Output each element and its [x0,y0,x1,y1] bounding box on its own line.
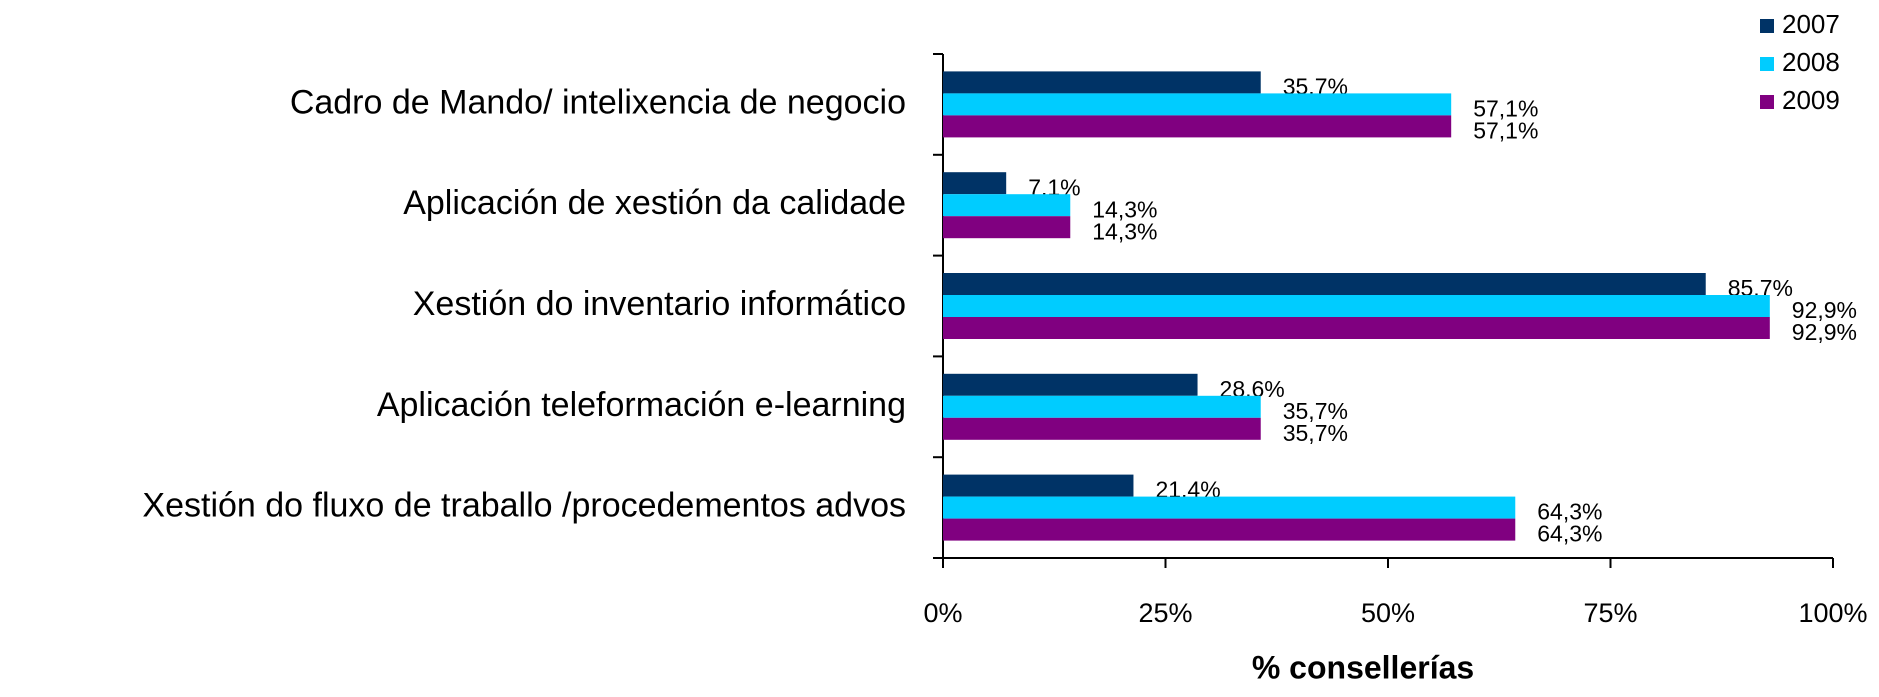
legend-label: 2009 [1782,85,1840,115]
bar [943,194,1071,217]
bar [943,474,1134,497]
bar [943,295,1770,317]
data-label: 92,9% [1792,319,1857,345]
x-tick-label: 50% [1361,598,1415,628]
data-label: 64,3% [1537,499,1602,525]
data-label: 57,1% [1473,95,1538,121]
x-tick-label: 0% [923,598,962,628]
y-tick-label: Xestión do fluxo de traballo /procedemen… [142,487,906,525]
bar [943,216,1071,239]
y-tick-label: Xestión do inventario informático [413,285,906,323]
data-label: 64,3% [1537,521,1602,547]
x-tick-label: 75% [1583,598,1637,628]
data-label: 14,3% [1092,196,1157,222]
bar [943,518,1516,541]
bar [943,395,1261,418]
legend-label: 2007 [1782,9,1840,39]
data-label: 35,7% [1283,420,1348,446]
data-label: 14,3% [1092,218,1157,244]
legend-swatch [1760,19,1774,33]
bar [943,93,1452,116]
data-label: 35,7% [1283,398,1348,424]
y-tick-label: Cadro de Mando/ intelixencia de negocio [290,83,906,121]
legend-swatch [1760,95,1774,109]
legend-label: 2008 [1782,47,1840,77]
bar [943,71,1261,94]
x-tick-label: 25% [1138,598,1192,628]
legend-swatch [1760,57,1774,71]
bar [943,273,1706,295]
bar [943,172,1007,195]
data-label: 57,1% [1473,117,1538,143]
bar [943,115,1452,138]
bar [943,373,1198,396]
y-tick-label: Aplicación teleformación e-learning [377,386,906,424]
x-axis-title: % consellerías [1252,649,1474,685]
y-tick-label: Aplicación de xestión da calidade [403,184,906,222]
bar [943,417,1261,440]
bar [943,496,1516,519]
data-label: 92,9% [1792,297,1857,323]
x-tick-label: 100% [1798,598,1867,628]
bar [943,317,1770,339]
